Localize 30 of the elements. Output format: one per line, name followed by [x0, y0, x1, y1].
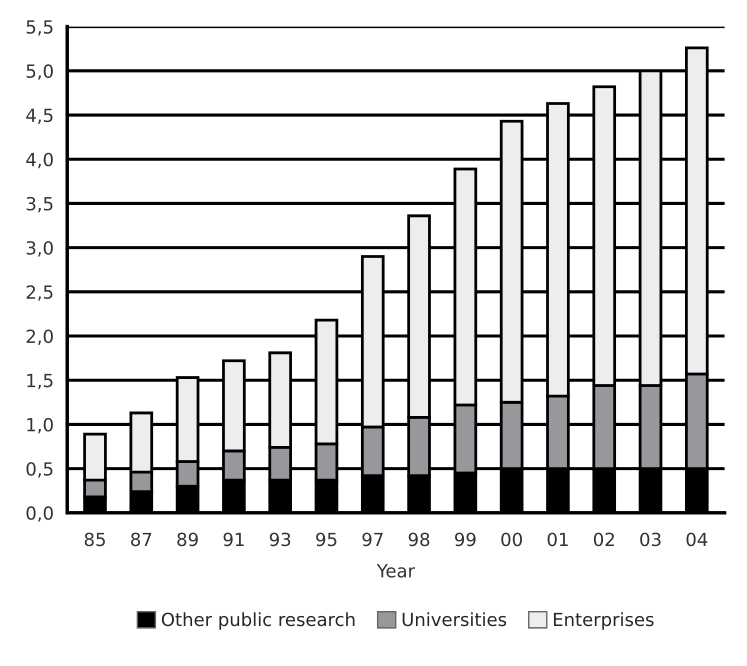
x-tick-label: 00	[501, 532, 522, 546]
x-tick-label: 93	[270, 532, 290, 546]
legend-label: Universities	[402, 612, 506, 626]
y-tick-label: 1,0	[27, 418, 53, 434]
x-tick-label: 02	[594, 532, 614, 546]
y-tick-label: 0,5	[26, 462, 52, 478]
y-tick-label: 4,5	[26, 108, 52, 124]
x-tick-label: 04	[686, 532, 708, 546]
x-axis-title: Year	[376, 564, 416, 578]
x-tick-label: 98	[408, 532, 430, 546]
y-tick-label: 3,5	[26, 196, 52, 212]
y-tick-label: 4,0	[26, 152, 53, 168]
legend-label: Enterprises	[554, 612, 654, 630]
x-tick-label: 87	[131, 532, 152, 546]
y-tick-label: 3,0	[26, 241, 53, 257]
y-tick-label: 2,0	[26, 329, 53, 345]
legend-label: Other public research	[162, 612, 354, 630]
x-tick-label: 95	[316, 532, 336, 546]
x-tick-label: 03	[640, 532, 661, 546]
x-tick-label: 89	[177, 532, 198, 546]
x-tick-label: 01	[548, 532, 568, 546]
y-tick-label: 1,5	[27, 374, 52, 390]
x-tick-label: 85	[84, 532, 105, 546]
x-tick-label: 97	[362, 532, 383, 546]
y-tick-label: 5,0	[26, 64, 53, 80]
y-tick-label: 0,0	[26, 506, 53, 522]
y-tick-label: 2,5	[26, 285, 52, 301]
x-tick-label: 99	[455, 532, 476, 546]
y-tick-label: 5,5	[26, 20, 52, 36]
x-tick-label: 91	[224, 532, 244, 546]
